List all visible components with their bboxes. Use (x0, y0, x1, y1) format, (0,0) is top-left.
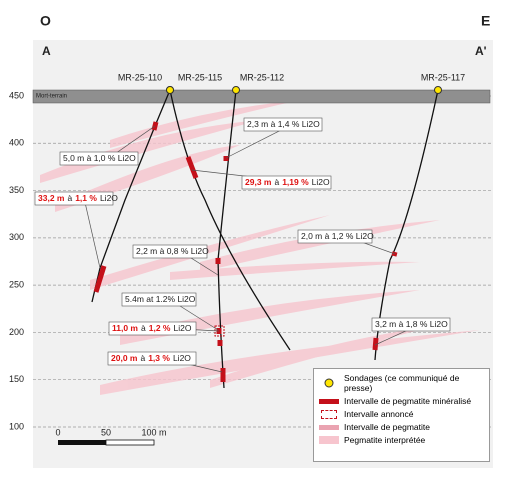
callout-text: 33,2 m à 1,1 % Li2O (38, 193, 118, 203)
legend-label: Intervalle annoncé (344, 409, 414, 419)
hole-label: MR-25-112 (240, 72, 284, 82)
callout-part: à (67, 193, 72, 203)
callout-box (371, 317, 451, 332)
overburden-label: Mort-terrain (36, 94, 67, 100)
legend-label: Sondages (ce communiqué de presse) (344, 373, 460, 393)
callout-box (34, 191, 114, 206)
callout-part: 1,19 % (282, 177, 309, 187)
elevation-label: 450 (9, 90, 24, 100)
elevation-label: 300 (9, 232, 24, 242)
callout-text: 5.4m at 1.2% Li2O (125, 294, 196, 304)
collar (232, 86, 240, 94)
callout-part: 2,2 m à 0,8 % Li2O (136, 246, 209, 256)
callout-text: 2,3 m à 1,4 % Li2O (247, 119, 320, 129)
overburden-band (32, 89, 491, 104)
hole-collars: MR-25-110 MR-25-115 MR-25-112 MR-25-117 (118, 72, 465, 94)
callout-box (297, 229, 373, 244)
legend: Sondages (ce communiqué de presse) Inter… (313, 368, 490, 462)
elevation-label: 250 (9, 280, 24, 290)
hole-label: MR-25-115 (178, 72, 222, 82)
callout-box (243, 117, 323, 132)
callout-part: 20,0 m (111, 353, 138, 363)
callout-part: à (140, 353, 145, 363)
callout-part: 3,2 m à 1,8 % Li2O (375, 319, 448, 329)
callout-text: 29,3 m à 1,19 % Li2O (245, 177, 330, 187)
callout-part: 5,0 m à 1,0 % Li2O (63, 153, 136, 163)
section-end: A' (475, 44, 487, 58)
leader (83, 197, 101, 269)
callout-box (108, 321, 197, 336)
legend-label: Intervalle de pegmatite minéralisé (344, 396, 472, 406)
callout-part: 2,0 m à 1,2 % Li2O (301, 231, 374, 241)
callout-part: 33,2 m (38, 193, 65, 203)
callout-part: Li2O (173, 353, 191, 363)
callout-part: Li2O (312, 177, 330, 187)
callout-text: 3,2 m à 1,8 % Li2O (375, 319, 448, 329)
hole-label: MR-25-117 (421, 72, 465, 82)
elevation-label: 350 (9, 185, 24, 195)
callout-box (59, 151, 139, 166)
elevation-label: 100 (9, 421, 24, 431)
callout-part: 11,0 m (112, 323, 138, 333)
collar (166, 86, 174, 94)
elevation-label: 200 (9, 327, 24, 337)
callout-part: à (274, 177, 279, 187)
callout-box (132, 244, 208, 259)
callout-box (107, 351, 197, 366)
callout-part: 2,3 m à 1,4 % Li2O (247, 119, 320, 129)
legend-label: Pegmatite interprétée (344, 435, 426, 445)
hole-label: MR-25-110 (118, 72, 162, 82)
callout-part: à (141, 323, 146, 333)
callout-text: 5,0 m à 1,0 % Li2O (63, 153, 136, 163)
callout-part: 5.4m at 1.2% Li2O (125, 294, 196, 304)
callout-box (121, 292, 197, 307)
callout-box (241, 175, 332, 190)
scale-label: 50 (101, 427, 111, 437)
west-label: O (40, 13, 51, 29)
collar (434, 86, 442, 94)
callout-part: Li2O (173, 323, 191, 333)
scale-label: 0 (55, 427, 60, 437)
callout-part: 1,2 % (149, 323, 171, 333)
callout-part: Li2O (100, 193, 118, 203)
elevation-label: 150 (9, 374, 24, 384)
callout-text: 2,2 m à 0,8 % Li2O (136, 246, 209, 256)
callout-part: 29,3 m (245, 177, 272, 187)
callout-part: 1,3 % (148, 353, 170, 363)
callout-part: 1,1 % (75, 193, 97, 203)
callout-text: 2,0 m à 1,2 % Li2O (301, 231, 374, 241)
scale-label: 100 m (141, 427, 166, 437)
callout-text: 11,0 m à 1,2 % Li2O (112, 323, 192, 333)
legend-label: Intervalle de pegmatite (344, 422, 430, 432)
callouts: 5,0 m à 1,0 % Li2O 2,3 m à 1,4 % Li2O 29,3… (34, 117, 451, 373)
section-start: A (42, 44, 51, 58)
elevation-label: 400 (9, 138, 24, 148)
east-label: E (481, 13, 490, 29)
callout-text: 20,0 m à 1,3 % Li2O (111, 353, 191, 363)
scale-bar: 0 50 100 m (55, 427, 167, 446)
